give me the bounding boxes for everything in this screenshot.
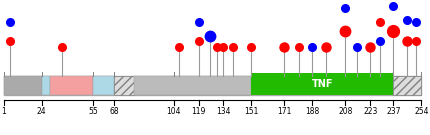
Text: 104: 104 — [166, 107, 181, 116]
Bar — [50, 76, 93, 95]
Text: 237: 237 — [386, 107, 401, 116]
Bar — [393, 76, 421, 95]
Bar — [114, 76, 134, 95]
Text: 55: 55 — [88, 107, 98, 116]
Bar — [134, 76, 252, 95]
Text: 254: 254 — [414, 107, 429, 116]
Text: 223: 223 — [363, 107, 378, 116]
Text: 68: 68 — [110, 107, 119, 116]
Bar — [252, 73, 393, 95]
Text: 119: 119 — [191, 107, 206, 116]
Bar — [93, 76, 114, 95]
Text: 151: 151 — [244, 107, 258, 116]
Bar — [4, 76, 421, 95]
Bar — [4, 76, 42, 95]
Text: 134: 134 — [216, 107, 230, 116]
Text: 171: 171 — [277, 107, 292, 116]
Bar — [42, 76, 50, 95]
Text: 208: 208 — [338, 107, 353, 116]
Text: 1: 1 — [1, 107, 6, 116]
Text: 24: 24 — [37, 107, 46, 116]
Text: TNF: TNF — [312, 79, 333, 89]
Text: 188: 188 — [305, 107, 319, 116]
